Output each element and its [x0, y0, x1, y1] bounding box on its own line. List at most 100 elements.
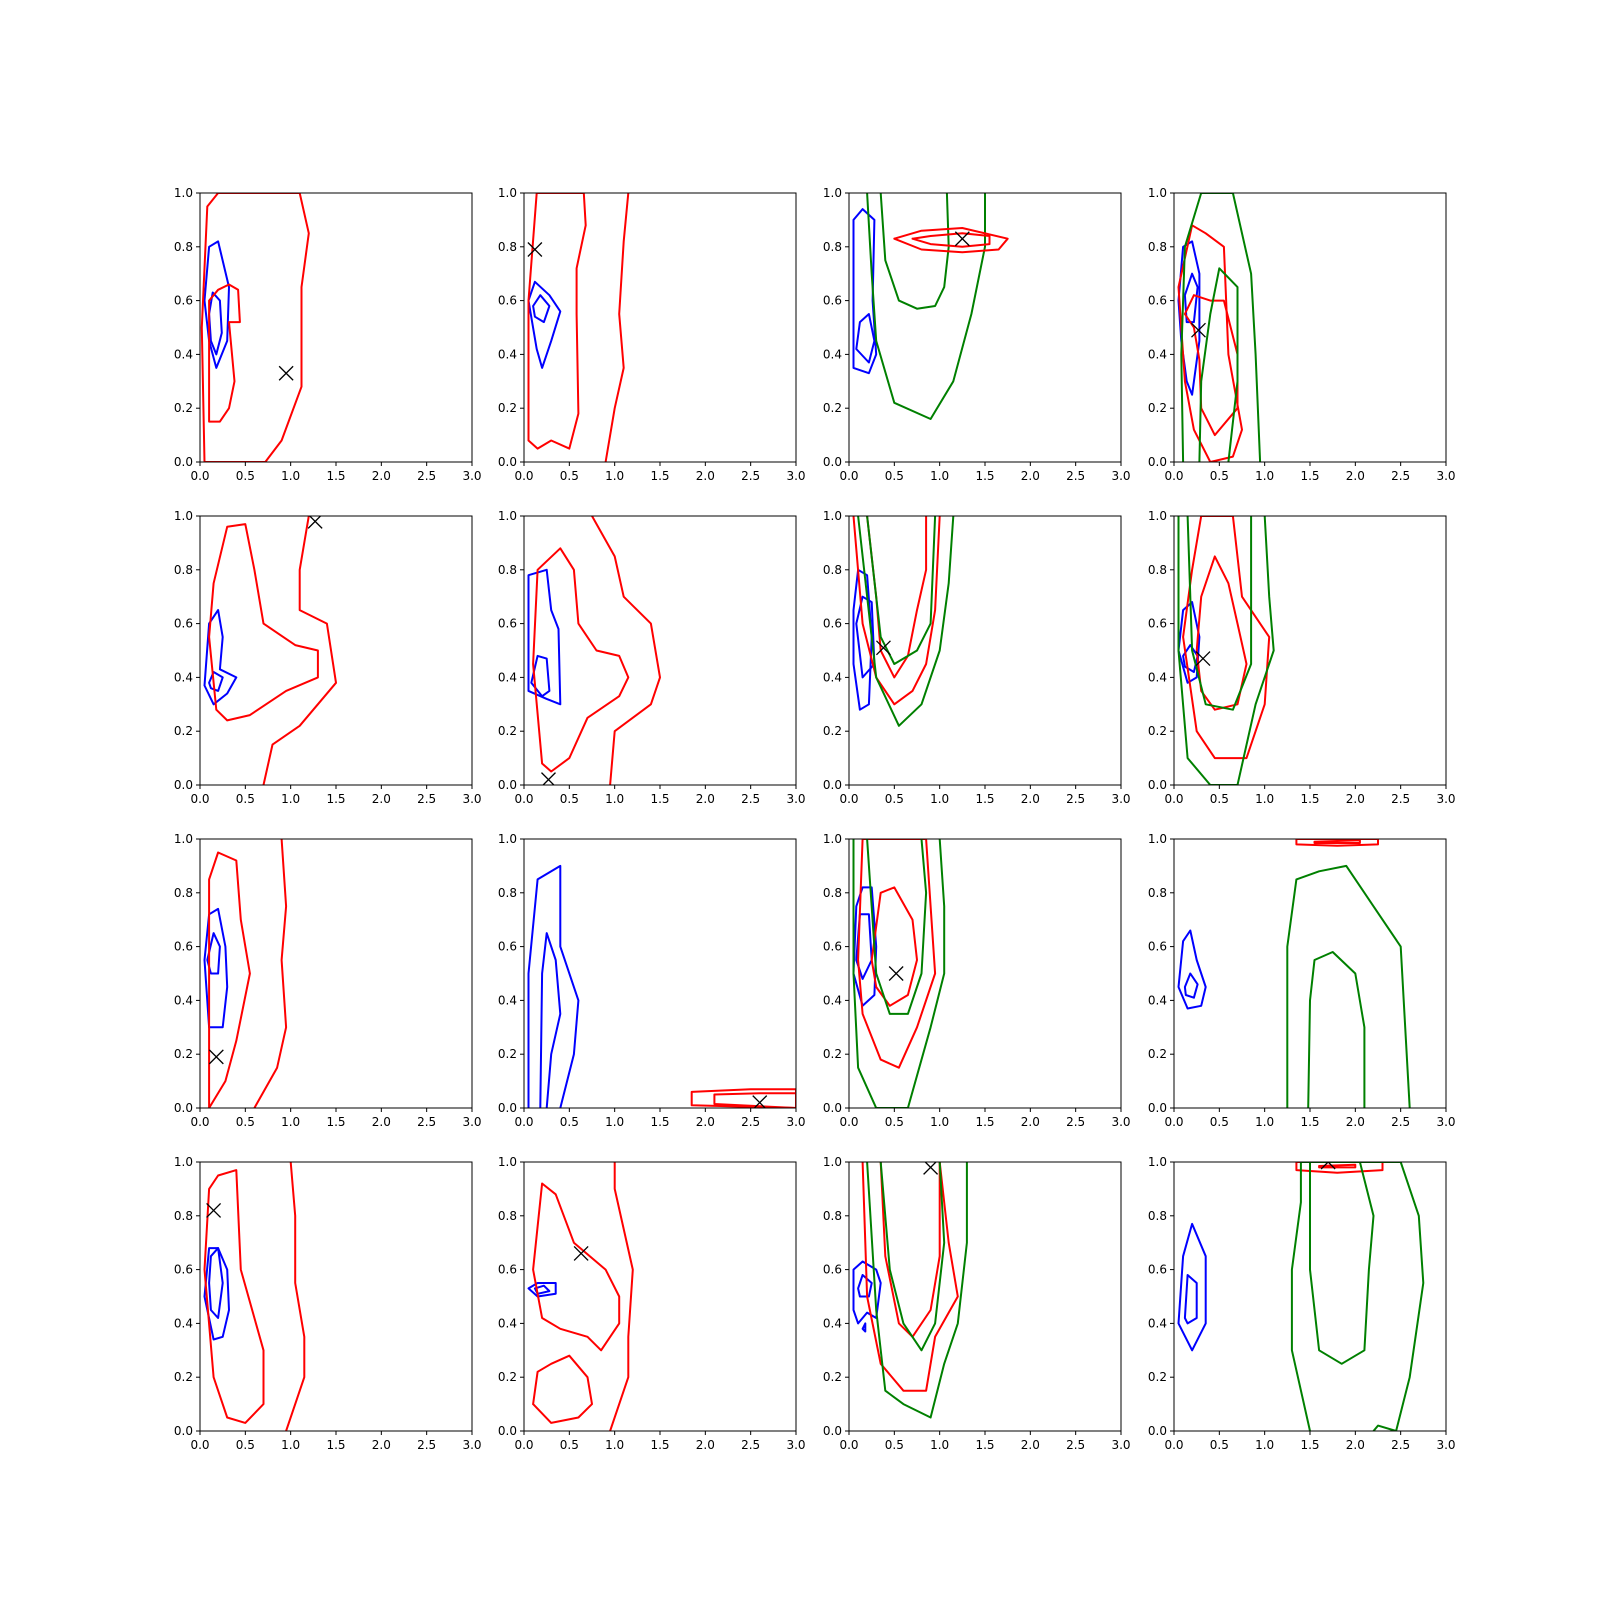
- panel-r1-c1: 0.0 0.5 1.0 1.5 2.0 2.5 3.0 0.0 0.2 0.4 0.6 0.8 1.0: [174, 186, 482, 483]
- x-tick-label: 0.5: [1210, 792, 1229, 806]
- blue-contour-line: [852, 886, 878, 1007]
- axes-frame: [523, 1161, 797, 1432]
- x-marker: [888, 966, 904, 981]
- panel-r1-c2: 0.0 0.5 1.0 1.5 2.0 2.5 3.0 0.0 0.2 0.4 0.6 0.8 1.0: [498, 186, 806, 483]
- x-marker: [307, 516, 323, 529]
- y-tick-label: 0.4: [1148, 670, 1167, 684]
- y-tick-label: 0.8: [498, 240, 517, 254]
- green-contour-line: [857, 516, 955, 727]
- x-tick-label: 1.0: [930, 1438, 949, 1452]
- x-tick-label: 2.5: [741, 1115, 760, 1129]
- x-tick-label: 2.0: [1021, 792, 1040, 806]
- y-tick-label: 1.0: [823, 832, 842, 846]
- y-tick-label: 1.0: [1148, 832, 1167, 846]
- x-tick-label: 2.0: [1021, 1115, 1040, 1129]
- x-marker: [527, 242, 543, 257]
- red-contour-line: [604, 193, 630, 462]
- x-tick-label: 3.0: [1436, 1438, 1455, 1452]
- red-contour-line: [852, 516, 941, 706]
- x-tick-label: 1.0: [605, 1438, 624, 1452]
- blue-contour-line: [203, 240, 230, 369]
- x-tick-label: 2.0: [1021, 469, 1040, 483]
- x-tick-label: 1.0: [930, 469, 949, 483]
- plot-area: [527, 1162, 634, 1431]
- y-tick-label: 0.2: [174, 724, 193, 738]
- red-contour-line: [203, 1169, 265, 1424]
- plot-area: [852, 193, 1009, 420]
- x-tick-label: 0.0: [190, 469, 209, 483]
- plot-area: [527, 864, 796, 1108]
- plot-area: [203, 839, 288, 1108]
- x-tick-label: 2.0: [1021, 1438, 1040, 1452]
- green-contour-line: [1309, 1162, 1375, 1365]
- y-tick-label: 0.0: [174, 1101, 193, 1115]
- x-tick-label: 0.5: [236, 469, 255, 483]
- x-tick-label: 0.0: [514, 1438, 533, 1452]
- y-tick-label: 0.4: [174, 1316, 193, 1330]
- x-tick-label: 2.0: [1346, 792, 1365, 806]
- red-contour-line: [1182, 516, 1271, 760]
- x-tick-label: 1.5: [975, 1438, 994, 1452]
- y-tick-label: 1.0: [174, 186, 193, 200]
- y-tick-label: 0.6: [1148, 1263, 1167, 1277]
- x-tick-label: 3.0: [1111, 1438, 1130, 1452]
- x-tick-label: 1.0: [281, 792, 300, 806]
- blue-contour-line: [539, 932, 562, 1108]
- x-marker: [208, 1049, 224, 1065]
- x-tick-label: 0.5: [560, 1115, 579, 1129]
- blue-contour-line: [527, 1282, 557, 1298]
- axes-frame: [848, 838, 1122, 1109]
- x-tick-label: 0.0: [514, 469, 533, 483]
- blue-contour-line: [527, 568, 562, 706]
- x-tick-label: 2.5: [1066, 792, 1085, 806]
- y-tick-label: 0.0: [498, 778, 517, 792]
- x-tick-label: 2.0: [696, 469, 715, 483]
- y-tick-label: 0.0: [1148, 1101, 1167, 1115]
- x-tick-label: 1.5: [1300, 469, 1319, 483]
- y-tick-label: 0.8: [174, 563, 193, 577]
- panel-r3-c2: 0.0 0.5 1.0 1.5 2.0 2.5 3.0 0.0 0.2 0.4 0.6 0.8 1.0: [498, 832, 806, 1129]
- blue-contour-line: [852, 1260, 882, 1325]
- x-tick-label: 0.5: [1210, 1115, 1229, 1129]
- y-tick-label: 0.6: [823, 940, 842, 954]
- x-tick-label: 0.0: [1164, 1438, 1183, 1452]
- axes-frame: [199, 515, 473, 786]
- x-tick-label: 2.5: [417, 469, 436, 483]
- red-contour-line: [285, 1162, 306, 1431]
- blue-contour-line: [532, 294, 551, 324]
- y-tick-label: 0.8: [1148, 1209, 1167, 1223]
- x-tick-label: 2.5: [1391, 469, 1410, 483]
- y-tick-label: 0.8: [498, 1209, 517, 1223]
- blue-contour-line: [852, 208, 878, 375]
- x-tick-label: 0.5: [1210, 1438, 1229, 1452]
- panel-r4-c3: 0.0 0.5 1.0 1.5 2.0 2.5 3.0 0.0 0.2 0.4 0.6 0.8 1.0: [823, 1155, 1131, 1452]
- y-tick-label: 0.2: [823, 1370, 842, 1384]
- plot-area: [200, 193, 310, 462]
- panel-r2-c4: 0.0 0.5 1.0 1.5 2.0 2.5 3.0 0.0 0.2 0.4 0.6 0.8 1.0: [1148, 509, 1456, 806]
- x-tick-label: 2.5: [417, 1115, 436, 1129]
- x-tick-label: 2.5: [741, 792, 760, 806]
- x-marker: [1195, 651, 1211, 667]
- x-tick-label: 1.0: [605, 792, 624, 806]
- x-marker: [206, 1202, 222, 1218]
- y-tick-label: 1.0: [498, 186, 517, 200]
- y-tick-label: 0.2: [498, 401, 517, 415]
- x-tick-label: 0.5: [1210, 469, 1229, 483]
- x-tick-label: 2.5: [1066, 1115, 1085, 1129]
- plot-area: [852, 1162, 968, 1419]
- panel-r1-c4: 0.0 0.5 1.0 1.5 2.0 2.5 3.0 0.0 0.2 0.4 0.6 0.8 1.0: [1148, 186, 1456, 483]
- blue-contour-line: [206, 932, 221, 975]
- x-tick-label: 2.0: [372, 1438, 391, 1452]
- x-marker: [923, 1162, 939, 1175]
- y-tick-label: 0.4: [823, 347, 842, 361]
- blue-contour-line: [1177, 929, 1207, 1010]
- y-tick-label: 0.2: [174, 1047, 193, 1061]
- x-tick-label: 3.0: [462, 1438, 481, 1452]
- axes-frame: [848, 515, 1122, 786]
- x-tick-label: 0.5: [560, 469, 579, 483]
- y-tick-label: 0.4: [174, 347, 193, 361]
- blue-contour-line: [1183, 272, 1199, 324]
- y-tick-label: 0.2: [174, 1370, 193, 1384]
- x-tick-label: 2.0: [372, 792, 391, 806]
